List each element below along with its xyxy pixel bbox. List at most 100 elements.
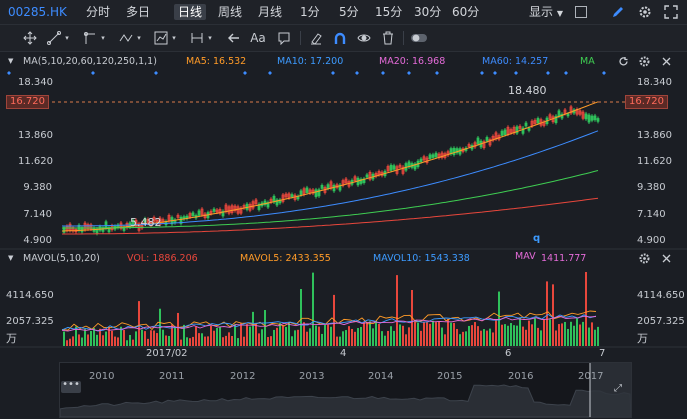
volume-chart[interactable] [0, 264, 687, 348]
line-tool-icon[interactable] [46, 30, 62, 46]
event-marker-icon [91, 71, 95, 75]
candle [593, 115, 597, 121]
chevron-down-icon[interactable]: ▾ [172, 34, 176, 42]
ma-button[interactable]: MA [580, 56, 595, 67]
range-handle-icon[interactable]: ⤢ [614, 383, 622, 394]
candle [428, 154, 432, 160]
high-annotation: 18.480 [508, 84, 547, 97]
candle [221, 210, 225, 217]
candle [452, 147, 456, 155]
tab-1min[interactable]: 1分 [300, 5, 320, 19]
volume-bar [321, 333, 323, 346]
volume-bar [300, 289, 302, 346]
volume-bar [450, 322, 452, 346]
trash-icon[interactable] [380, 30, 396, 46]
mavol-indicator-label[interactable]: MAVOL(5,10,20) [23, 253, 100, 264]
navigator-area [60, 363, 631, 417]
candle [89, 224, 93, 230]
tab-15min[interactable]: 15分 [375, 5, 403, 19]
text-tool-icon[interactable]: Aa [250, 31, 266, 45]
volume-bar [240, 323, 242, 346]
y-label: 13.860 [18, 130, 53, 141]
volume-bar [345, 330, 347, 346]
candle [521, 127, 525, 134]
moving-average-lines [62, 102, 599, 235]
checkbox[interactable] [575, 6, 587, 18]
volume-bar [276, 327, 278, 346]
volume-bar [207, 336, 209, 346]
ma60-line [62, 130, 599, 227]
vol-unit-right: 万 [637, 332, 648, 345]
toggle-icon[interactable] [410, 30, 428, 46]
volume-bar [336, 336, 338, 346]
event-marker-icon [602, 71, 606, 75]
eye-icon[interactable] [356, 30, 372, 46]
candle [281, 194, 285, 202]
ray-tool-icon[interactable] [82, 30, 98, 46]
gear-icon[interactable] [638, 4, 652, 23]
volume-bar [579, 324, 581, 346]
volume-bar [315, 325, 317, 346]
chart-tool-icon[interactable] [153, 30, 169, 46]
nav-year: 2012 [230, 371, 256, 382]
volume-bar [66, 340, 68, 346]
volume-bar [522, 326, 524, 346]
volume-bar [132, 339, 134, 346]
time-navigator[interactable]: 2010 2011 2012 2013 2014 2015 2016 2017 … [59, 362, 632, 418]
collapse-icon[interactable]: ▼ [8, 254, 14, 262]
crosshair-icon[interactable] [22, 30, 38, 46]
fullscreen-icon[interactable] [664, 4, 678, 23]
mav-value: 1411.777 [541, 253, 587, 264]
volume-bar [234, 324, 236, 346]
settings-icon[interactable] [638, 55, 650, 67]
tab-multiday[interactable]: 多日 [126, 5, 151, 19]
close-icon[interactable] [660, 55, 672, 67]
tab-weekly[interactable]: 周线 [218, 5, 243, 19]
volume-bar [339, 336, 341, 346]
refresh-icon[interactable] [617, 55, 629, 67]
close-icon[interactable] [660, 252, 672, 264]
event-marker-q[interactable]: q [533, 233, 541, 244]
volume-bar [507, 325, 509, 346]
pen-icon[interactable] [611, 4, 625, 23]
tab-30min[interactable]: 30分 [414, 5, 442, 19]
volume-bar [495, 319, 497, 346]
candle [152, 217, 156, 222]
candle [500, 130, 504, 136]
tab-monthly[interactable]: 月线 [258, 5, 283, 19]
tab-daily[interactable]: 日线 [174, 4, 207, 20]
volume-bar [123, 329, 125, 346]
volume-bar [285, 326, 287, 346]
tab-60min[interactable]: 60分 [452, 5, 480, 19]
volume-bar [474, 322, 476, 346]
more-options-button[interactable]: ••• [61, 380, 81, 393]
vol-y-label-right: 4114.650 [637, 290, 685, 301]
zigzag-tool-icon[interactable] [118, 30, 134, 46]
chevron-down-icon[interactable]: ▾ [65, 34, 69, 42]
candle [191, 212, 195, 217]
magnet-icon[interactable] [332, 30, 348, 46]
tab-5min[interactable]: 5分 [339, 5, 359, 19]
mav-button[interactable]: MAV [515, 251, 536, 262]
stock-symbol[interactable]: 00285.HK [8, 5, 67, 19]
candlestick-chart[interactable] [0, 66, 687, 250]
volume-bar [120, 326, 122, 346]
measure-icon[interactable] [189, 30, 205, 46]
ma-indicator-label[interactable]: MA(5,10,20,60,120,250,1,1) [23, 56, 157, 67]
eraser-icon[interactable] [308, 30, 324, 46]
chevron-down-icon[interactable]: ▾ [208, 34, 212, 42]
collapse-icon[interactable]: ▼ [8, 57, 14, 65]
tab-intraday[interactable]: 分时 [86, 5, 111, 19]
chevron-down-icon[interactable]: ▾ [101, 34, 105, 42]
candle [338, 184, 342, 191]
display-dropdown[interactable]: 显示 ▼ [529, 4, 563, 22]
settings-icon[interactable] [638, 252, 650, 264]
display-label: 显示 [529, 5, 554, 19]
candle [251, 201, 255, 209]
candle [197, 210, 201, 216]
arrow-left-icon[interactable] [226, 30, 242, 46]
volume-bar [129, 335, 131, 346]
candle [524, 122, 528, 127]
comment-icon[interactable] [276, 30, 292, 46]
chevron-down-icon[interactable]: ▾ [137, 34, 141, 42]
